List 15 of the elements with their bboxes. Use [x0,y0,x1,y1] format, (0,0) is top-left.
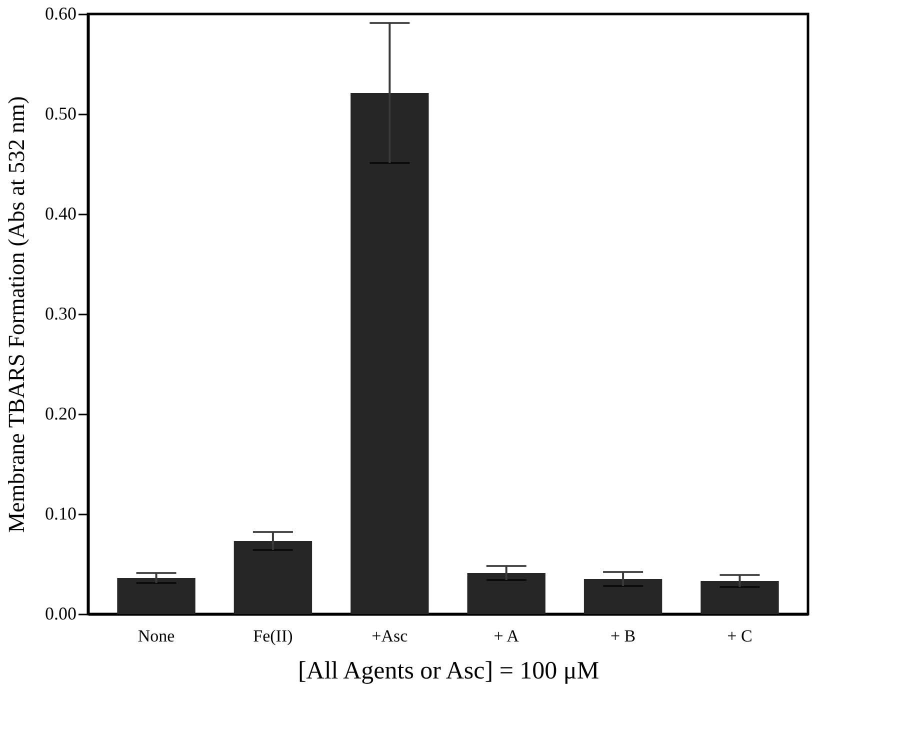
x-tick-label: + B [610,626,636,646]
y-tick-label: 0.60 [45,4,76,24]
x-tick-label: None [138,626,175,646]
y-tick-label: 0.20 [45,404,76,424]
x-tick-label: + C [727,626,752,646]
x-tick-label: +Asc [372,626,408,646]
y-axis-title: Membrane TBARS Formation (Abs at 532 nm) [4,96,29,533]
y-tick-label: 0.10 [45,504,76,524]
x-axis-title: [All Agents or Asc] = 100 μM [298,658,600,684]
y-tick-label: 0.50 [45,104,76,124]
x-tick-label: Fe(II) [253,626,293,646]
y-tick-label: 0.40 [45,204,76,224]
y-tick-label: 0.30 [45,304,76,324]
x-tick-label: + A [494,626,520,646]
y-tick-label: 0.00 [45,604,76,624]
